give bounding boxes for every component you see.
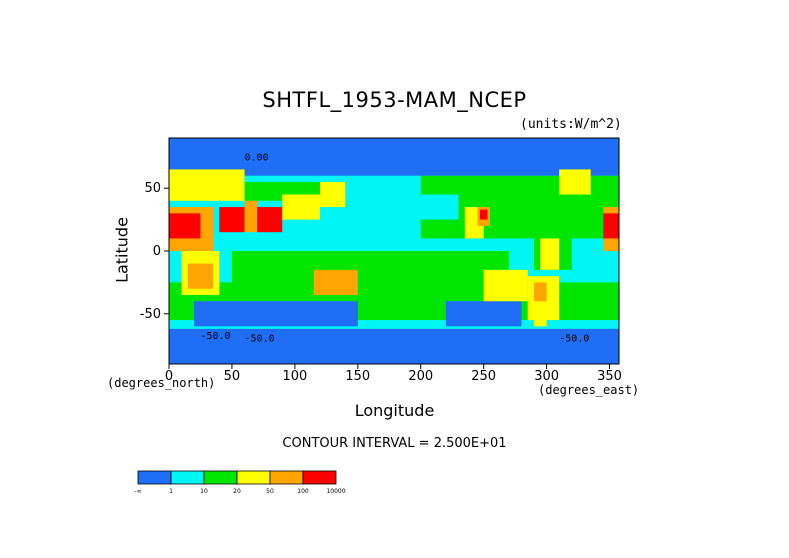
colorbar-swatch <box>236 470 271 485</box>
x-tick-label: 150 <box>345 369 370 384</box>
contour-label: -50.0 <box>559 333 589 344</box>
colorbar-swatch <box>203 470 238 485</box>
colorbar-label: 20 <box>233 488 241 495</box>
heatmap-region <box>169 328 619 364</box>
colorbar-swatch <box>137 470 172 485</box>
y-axis-title: Latitude <box>112 217 132 283</box>
heatmap-plot: 0.00 -50.0 -50.0 -50.0 0 50 100 150 200 250 300 35… <box>140 137 622 384</box>
chart-title: SHTFL_1953-MAM_NCEP <box>262 88 527 112</box>
heatmap-region <box>244 200 258 233</box>
colorbar-swatch <box>302 470 337 485</box>
y-tick-label: 0 <box>153 244 161 259</box>
x-tick-label: 350 <box>597 369 622 384</box>
colorbar-label: 50 <box>266 488 274 495</box>
x-tick-label: 300 <box>534 369 559 384</box>
x-tick-label: 0 <box>165 369 173 384</box>
heatmap-region <box>282 194 321 220</box>
heatmap-region <box>479 209 488 220</box>
colorbar-swatch <box>170 470 205 485</box>
heatmap-region <box>187 263 214 289</box>
contour-label: -50.0 <box>200 331 230 342</box>
y-tick-label: 50 <box>144 181 161 196</box>
heatmap-region <box>559 169 591 195</box>
units-label: (units:W/m^2) <box>520 117 622 132</box>
contour-interval-text: CONTOUR INTERVAL = 2.500E+01 <box>282 436 507 451</box>
colorbar-swatch <box>269 470 304 485</box>
heatmap-region <box>219 207 245 233</box>
heatmap-region <box>445 301 522 327</box>
heatmap-region <box>257 207 283 233</box>
heatmap-region <box>194 301 358 327</box>
heatmap-region <box>483 269 528 302</box>
heatmap-region <box>603 213 619 239</box>
contour-label: 0.00 <box>245 153 269 164</box>
x-tick-label: 200 <box>408 369 433 384</box>
y-axis: -50 0 50 <box>140 181 169 322</box>
contour-label: -50.0 <box>245 333 275 344</box>
x-tick-label: 50 <box>224 369 241 384</box>
colorbar-label: -∞ <box>134 488 141 495</box>
x-tick-label: 100 <box>282 369 307 384</box>
contour-labels: 0.00 -50.0 -50.0 -50.0 <box>200 153 589 345</box>
colorbar-label: 10000 <box>326 488 345 495</box>
heatmap-region <box>540 238 560 270</box>
heatmap-cells <box>169 138 619 364</box>
colorbar-label: 100 <box>297 488 309 495</box>
x-axis-title: Longitude <box>354 401 435 420</box>
heatmap-region <box>169 213 201 239</box>
heatmap-region <box>169 169 245 201</box>
heatmap-region <box>313 269 358 295</box>
y-axis-note: (degrees_north) <box>107 376 216 390</box>
heatmap-region <box>534 282 547 302</box>
x-axis: 0 50 100 150 200 250 300 350 <box>165 364 622 384</box>
x-tick-label: 250 <box>471 369 496 384</box>
heatmap-region <box>345 194 459 220</box>
x-axis-note: (degrees_east) <box>538 383 640 397</box>
colorbar-label: 10 <box>200 488 208 495</box>
colorbar-label: 1 <box>169 488 173 495</box>
heatmap-region <box>534 313 547 327</box>
y-tick-label: -50 <box>140 307 161 322</box>
heatmap-region <box>320 181 346 208</box>
